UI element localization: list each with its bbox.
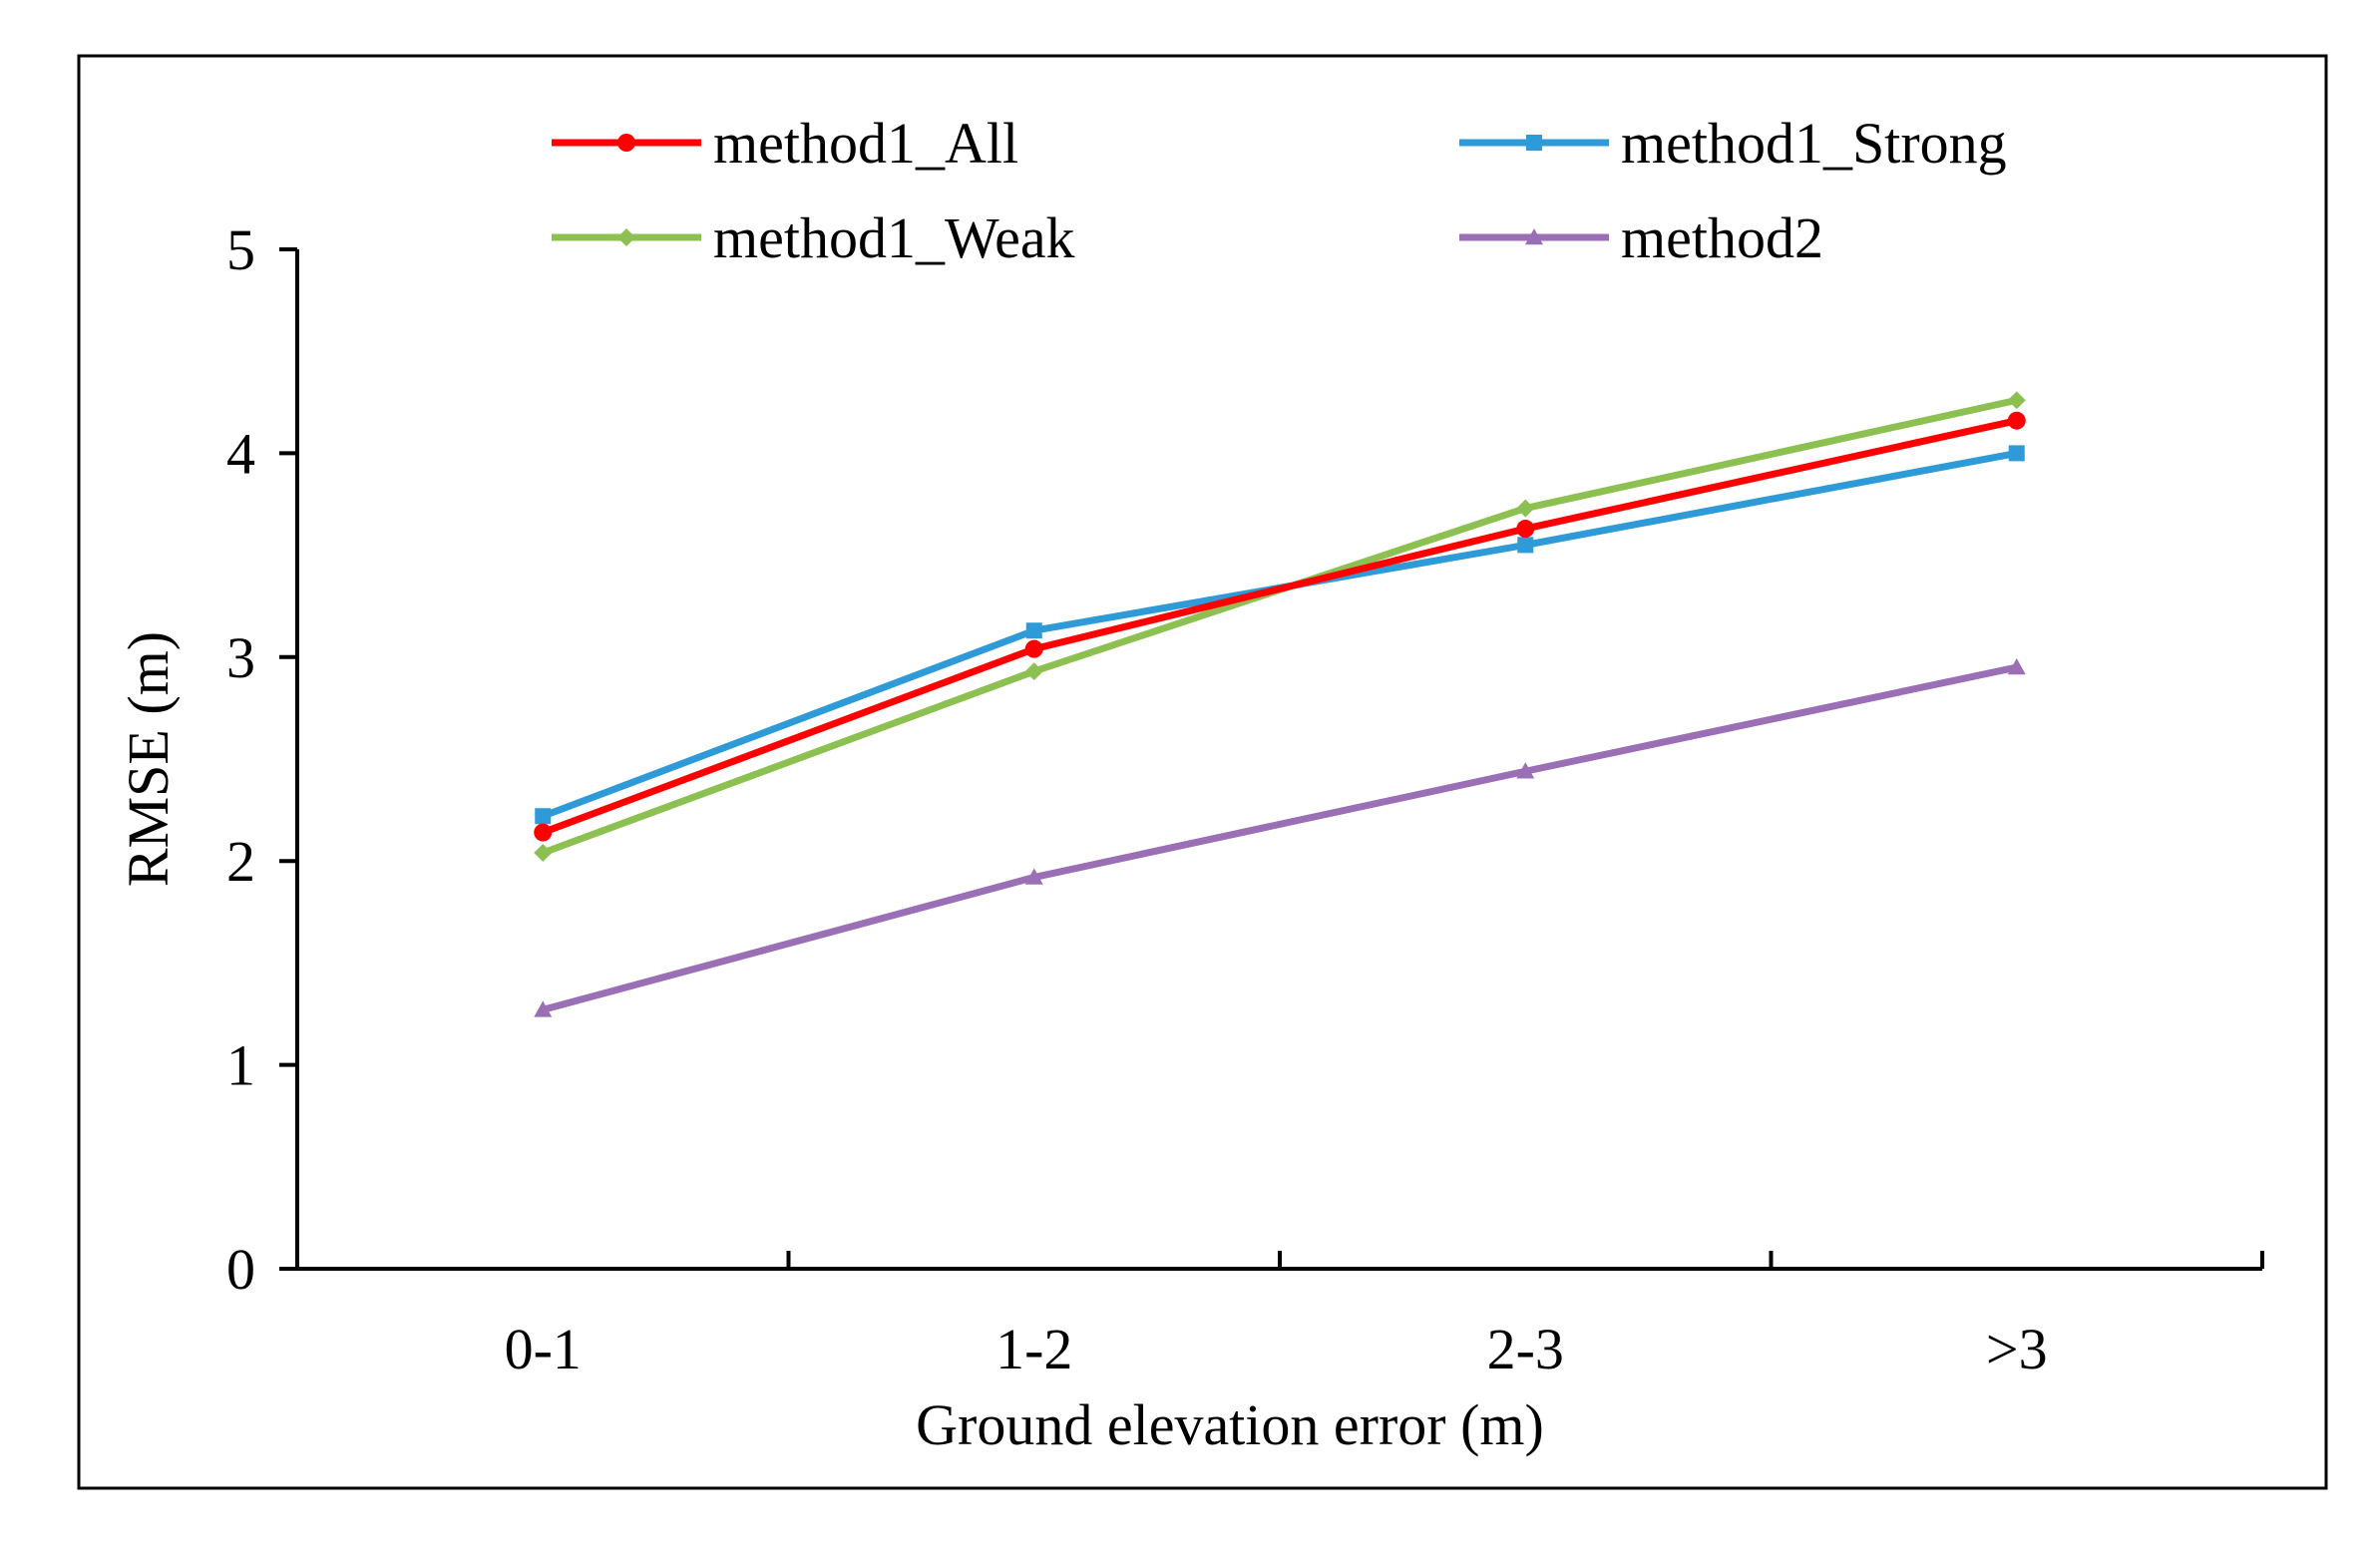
legend: method1_All method1_Strong method1_Weak met… bbox=[552, 111, 2007, 270]
data-point bbox=[535, 808, 552, 825]
legend-label: method2 bbox=[1621, 205, 1823, 270]
data-point bbox=[1516, 499, 1535, 518]
data-point bbox=[2007, 658, 2026, 675]
series-method2 bbox=[534, 658, 2026, 1017]
data-point bbox=[1024, 868, 1043, 885]
series-group bbox=[534, 391, 2026, 1017]
y-tick-label: 4 bbox=[226, 421, 255, 486]
data-point bbox=[534, 1000, 553, 1017]
x-ticks: 0-1 1-2 2-3 >3 bbox=[505, 1251, 2264, 1381]
y-tick-label: 1 bbox=[226, 1033, 255, 1098]
legend-label: method1_Weak bbox=[713, 205, 1075, 270]
x-tick-label: >3 bbox=[1986, 1317, 2048, 1381]
data-point bbox=[534, 823, 553, 842]
y-tick-label: 2 bbox=[226, 829, 255, 894]
legend-label: method1_All bbox=[713, 111, 1018, 176]
data-point bbox=[1517, 537, 1534, 554]
series-method1_All bbox=[534, 411, 2026, 842]
chart-frame bbox=[77, 54, 2328, 1490]
x-axis-label: Ground elevation error (m) bbox=[916, 1392, 1544, 1457]
x-tick-label: 2-3 bbox=[1487, 1317, 1564, 1381]
legend-swatch-marker bbox=[617, 228, 635, 246]
y-tick-label: 0 bbox=[226, 1237, 255, 1302]
data-point bbox=[2007, 391, 2026, 410]
data-point bbox=[1024, 662, 1043, 681]
x-tick-label: 1-2 bbox=[995, 1317, 1072, 1381]
legend-item: method1_Strong bbox=[1459, 111, 2007, 176]
data-point bbox=[1516, 520, 1535, 539]
y-tick-label: 3 bbox=[226, 625, 255, 690]
legend-swatch-marker bbox=[617, 134, 635, 152]
x-tick-label: 0-1 bbox=[505, 1317, 582, 1381]
data-point bbox=[2007, 411, 2026, 430]
legend-label: method1_Strong bbox=[1621, 111, 2007, 176]
y-ticks: 0 1 2 3 4 5 bbox=[226, 217, 297, 1302]
data-point bbox=[1024, 639, 1043, 658]
legend-item: method1_All bbox=[552, 111, 1018, 176]
data-point bbox=[1516, 762, 1535, 779]
data-point bbox=[2008, 445, 2025, 462]
legend-swatch-marker bbox=[1525, 228, 1543, 245]
legend-item: method2 bbox=[1459, 205, 1823, 270]
data-point bbox=[1025, 622, 1042, 639]
y-tick-label: 5 bbox=[226, 217, 255, 282]
series-line bbox=[539, 663, 2021, 1013]
series-line bbox=[539, 417, 2021, 837]
data-point bbox=[534, 844, 553, 863]
legend-swatch-marker bbox=[1526, 135, 1542, 151]
legend-item: method1_Weak bbox=[552, 205, 1075, 270]
y-axis-label: RMSE (m) bbox=[116, 631, 181, 887]
